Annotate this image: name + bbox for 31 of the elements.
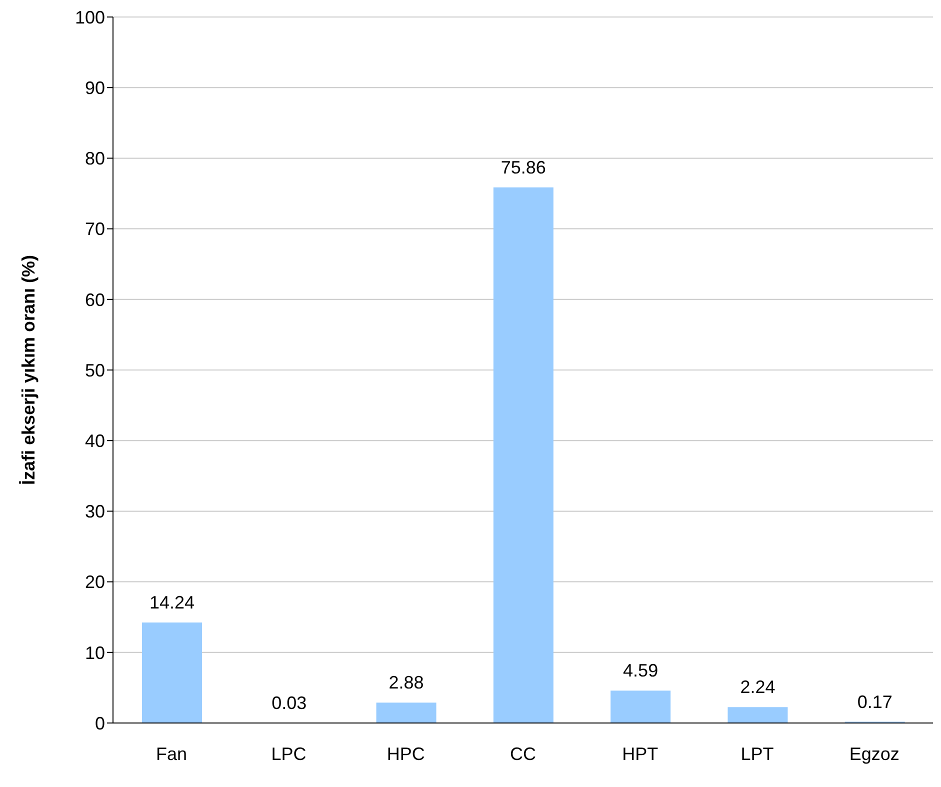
- data-label: 75.86: [500, 157, 546, 178]
- x-tick-label: LPC: [271, 744, 306, 764]
- data-label: 0.03: [272, 692, 307, 713]
- bar: [376, 702, 436, 723]
- x-tick-label: CC: [510, 744, 536, 764]
- y-axis-title: İzafi ekserji yıkım oranı (%): [18, 254, 38, 486]
- y-tick-label: 90: [84, 78, 105, 98]
- data-label: 2.24: [740, 677, 776, 698]
- x-tick-label: HPC: [386, 744, 425, 764]
- bar: [610, 690, 671, 723]
- y-tick-label: 100: [74, 7, 105, 28]
- y-tick-label: 10: [84, 642, 105, 663]
- y-tick-label: 60: [84, 290, 105, 310]
- data-label: 2.88: [388, 672, 424, 693]
- data-label: 14.24: [149, 592, 195, 612]
- x-tick-label: Fan: [156, 744, 188, 764]
- x-tick-label: Egzoz: [849, 744, 900, 764]
- y-tick-label: 40: [84, 430, 105, 451]
- y-tick-label: 0: [94, 713, 105, 734]
- y-tick-label: 80: [84, 148, 105, 169]
- bar: [142, 622, 202, 723]
- y-tick-label: 50: [84, 360, 105, 380]
- bar: [728, 707, 788, 723]
- data-label: 4.59: [623, 660, 658, 681]
- y-tick-label: 20: [84, 572, 105, 592]
- y-tick-label: 30: [84, 502, 105, 522]
- x-tick-label: LPT: [740, 744, 774, 764]
- data-label: 0.17: [857, 692, 892, 712]
- y-tick-label: 70: [84, 219, 105, 240]
- bar: [493, 187, 554, 723]
- x-tick-label: HPT: [622, 744, 658, 764]
